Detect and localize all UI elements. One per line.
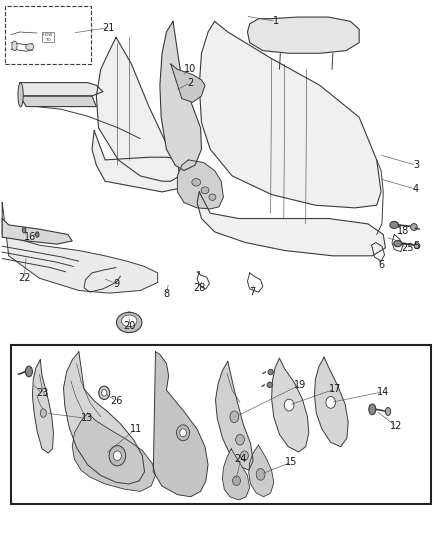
Text: 6: 6 (378, 260, 384, 270)
Polygon shape (171, 64, 205, 102)
Ellipse shape (209, 194, 216, 200)
Polygon shape (2, 203, 158, 293)
Polygon shape (92, 131, 193, 192)
Polygon shape (247, 17, 359, 53)
Ellipse shape (26, 44, 34, 50)
Text: 7: 7 (249, 287, 255, 297)
Polygon shape (64, 352, 145, 484)
Polygon shape (197, 192, 385, 256)
Text: 22: 22 (18, 273, 30, 283)
Polygon shape (32, 360, 53, 453)
Ellipse shape (284, 399, 294, 411)
Text: 5: 5 (413, 241, 419, 251)
Text: 4: 4 (413, 184, 419, 194)
Text: 12: 12 (390, 422, 403, 431)
Ellipse shape (240, 451, 248, 461)
Text: 24: 24 (235, 455, 247, 464)
Ellipse shape (236, 434, 244, 445)
Text: 11: 11 (130, 424, 142, 434)
Polygon shape (199, 21, 381, 208)
Polygon shape (96, 37, 180, 181)
Ellipse shape (35, 232, 39, 237)
Polygon shape (160, 21, 201, 171)
Polygon shape (72, 413, 155, 491)
Ellipse shape (256, 469, 265, 480)
Text: 19: 19 (294, 380, 306, 390)
Ellipse shape (121, 315, 137, 327)
Ellipse shape (113, 451, 121, 461)
Polygon shape (272, 358, 309, 452)
Ellipse shape (267, 382, 272, 387)
Text: 16: 16 (24, 232, 36, 242)
Text: 10: 10 (184, 64, 197, 74)
Polygon shape (314, 357, 348, 447)
Ellipse shape (177, 425, 190, 441)
Ellipse shape (117, 312, 142, 333)
Ellipse shape (414, 243, 420, 248)
Text: 14: 14 (377, 387, 389, 397)
Polygon shape (177, 160, 223, 209)
Polygon shape (215, 361, 253, 470)
Ellipse shape (192, 179, 201, 186)
Text: 13: 13 (81, 414, 93, 423)
Ellipse shape (268, 369, 273, 375)
Bar (5, 6, 91, 64)
Text: 3: 3 (413, 160, 419, 170)
Text: 18: 18 (397, 226, 409, 236)
Text: 26: 26 (110, 396, 122, 406)
Text: 2: 2 (187, 78, 194, 87)
Ellipse shape (369, 404, 376, 415)
Ellipse shape (326, 397, 336, 408)
Ellipse shape (102, 390, 107, 396)
Polygon shape (153, 352, 208, 497)
Text: 23: 23 (36, 389, 48, 398)
Text: 28: 28 (193, 283, 205, 293)
Polygon shape (2, 219, 72, 244)
Ellipse shape (12, 41, 17, 51)
Ellipse shape (385, 407, 391, 416)
Text: 25: 25 (401, 243, 413, 253)
Text: 8: 8 (163, 289, 170, 299)
Text: 1: 1 (273, 17, 279, 26)
Ellipse shape (230, 411, 239, 423)
Ellipse shape (410, 224, 417, 231)
Ellipse shape (201, 187, 209, 193)
Ellipse shape (109, 446, 126, 466)
Text: 17: 17 (329, 384, 341, 394)
Polygon shape (20, 96, 96, 107)
Text: 20: 20 (123, 321, 135, 331)
Ellipse shape (180, 429, 187, 437)
Ellipse shape (25, 366, 32, 377)
Ellipse shape (22, 228, 26, 233)
Polygon shape (20, 83, 103, 96)
Ellipse shape (233, 476, 240, 486)
Text: 21: 21 (102, 23, 115, 33)
Bar (11, 345, 431, 504)
Ellipse shape (99, 386, 110, 400)
Polygon shape (223, 449, 250, 500)
Text: 9: 9 (113, 279, 119, 288)
Ellipse shape (394, 240, 402, 247)
Polygon shape (249, 445, 274, 497)
Text: 15: 15 (285, 457, 297, 467)
Text: HOW
TO: HOW TO (43, 33, 53, 42)
Ellipse shape (40, 409, 46, 417)
Ellipse shape (18, 83, 23, 107)
Ellipse shape (390, 222, 399, 229)
